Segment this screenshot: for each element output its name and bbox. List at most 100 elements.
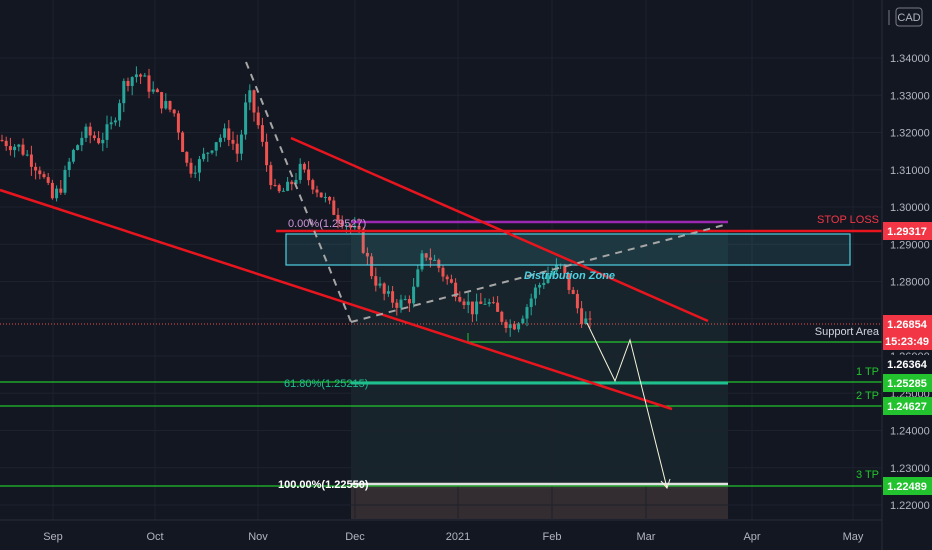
price-badge-label: 1.22489 (887, 481, 927, 493)
price-tick-label: 1.24000 (890, 426, 930, 438)
candle-body (416, 269, 420, 287)
fib-0-label: 0.00%(1.29527) (288, 218, 366, 230)
candle-body (517, 323, 521, 330)
candle-body (407, 298, 411, 304)
currency-label: CAD (897, 12, 920, 24)
candle-body (8, 146, 12, 151)
candle-body (336, 214, 340, 221)
candle-body (155, 89, 159, 93)
candle-body (269, 165, 273, 186)
time-tick-label: Mar (637, 531, 656, 543)
candle-body (529, 298, 533, 308)
candle-body (454, 282, 458, 298)
distribution-zone-label: Distribution Zone (524, 270, 615, 282)
candle-body (525, 307, 529, 319)
candle-body (252, 90, 256, 113)
candle-body (260, 125, 264, 142)
candle-body (512, 324, 516, 330)
candle-body (134, 74, 138, 78)
candle-body (311, 180, 315, 190)
candle-body (475, 301, 479, 315)
candle-body (46, 177, 50, 183)
candle-body (172, 109, 176, 114)
candle-body (433, 259, 437, 261)
candle-body (508, 324, 512, 329)
candle-body (67, 161, 71, 170)
candle-body (323, 196, 327, 198)
candle-body (445, 276, 449, 280)
price-badge-label: 1.24627 (887, 401, 927, 413)
price-badge (883, 397, 932, 415)
candle-body (59, 188, 63, 193)
time-axis[interactable]: Sep Oct Nov Dec 2021 Feb Mar Apr May (43, 531, 864, 543)
candle-body (332, 200, 336, 215)
candle-body (504, 321, 508, 329)
channel-upper-line[interactable] (290, 136, 709, 323)
price-tick-label: 1.32000 (890, 128, 930, 140)
candle-body (479, 301, 483, 304)
candle-body (533, 287, 537, 299)
candle-body (0, 139, 4, 141)
tp1-label: 1 TP (856, 366, 879, 378)
candle-body (437, 259, 441, 268)
candle-body (491, 302, 495, 304)
drawing-overlays (0, 61, 882, 489)
candle-body (349, 225, 353, 228)
price-tick-label: 1.23000 (890, 463, 930, 475)
time-tick-label: Feb (543, 531, 562, 543)
fib-100-label: 100.00%(1.22550) (278, 479, 369, 491)
candle-body (462, 301, 466, 306)
candle-body (244, 102, 248, 135)
candle-body (403, 298, 407, 300)
candle-body (109, 122, 113, 125)
projected-path-arrowhead (660, 478, 671, 489)
candle-body (139, 74, 143, 77)
currency-badge[interactable] (895, 7, 923, 27)
time-tick-label: 2021 (446, 531, 470, 543)
candle-body (319, 192, 323, 198)
price-tick-label: 1.31000 (890, 165, 930, 177)
candle-body (231, 139, 235, 144)
price-badges: 1.29317 1.26854 15:23:49 1.26364 1.25285 1.24… (883, 222, 932, 495)
candle-body (164, 101, 168, 109)
price-badge (883, 222, 932, 240)
candle-body (412, 286, 416, 304)
price-badge-label: 1.26364 (887, 359, 928, 371)
candle-body (361, 229, 365, 253)
candle-body (538, 285, 542, 288)
candles-layer (0, 66, 592, 337)
candle-body (399, 299, 403, 308)
candle-body (294, 179, 298, 185)
candle-body (286, 181, 290, 191)
candle-body (500, 311, 504, 322)
candle-body (277, 185, 281, 192)
candle-body (344, 225, 348, 227)
candle-body (374, 276, 378, 286)
candle-body (197, 159, 201, 173)
time-tick-label: Dec (345, 531, 365, 543)
candle-body (130, 77, 134, 86)
candle-body (441, 267, 445, 277)
candle-body (147, 75, 151, 92)
candle-body (391, 291, 395, 303)
candle-body (449, 279, 453, 283)
candle-body (214, 142, 218, 151)
channel-lower-line[interactable] (0, 188, 673, 411)
candle-body (185, 151, 189, 163)
price-tick-label: 1.22000 (890, 500, 930, 512)
candle-body (101, 139, 105, 144)
candle-body (63, 169, 67, 193)
price-badge (883, 332, 932, 350)
price-tick-label: 1.34000 (890, 53, 930, 65)
candle-body (521, 318, 525, 324)
candle-body (239, 134, 243, 154)
candle-body (189, 162, 193, 174)
candle-body (386, 291, 390, 294)
candle-body (424, 253, 428, 258)
candle-body (550, 271, 554, 275)
time-tick-label: Oct (146, 531, 163, 543)
candle-body (458, 297, 462, 302)
candle-body (168, 101, 172, 110)
price-tick-label: 1.29000 (890, 239, 930, 251)
